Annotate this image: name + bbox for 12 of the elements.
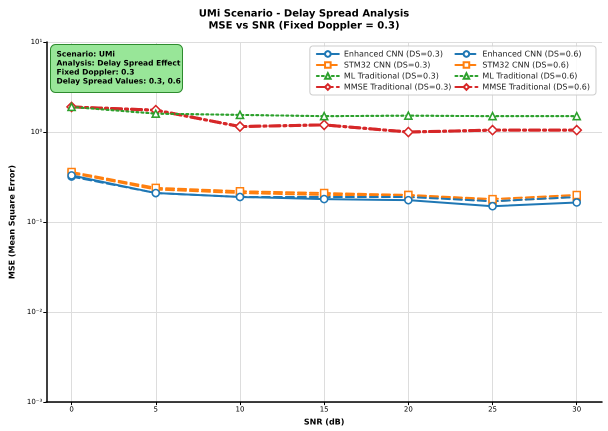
legend-label: ML Traditional (DS=0.3)	[344, 72, 439, 80]
legend-label: Enhanced CNN (DS=0.3)	[344, 50, 443, 58]
legend-label: STM32 CNN (DS=0.6)	[482, 60, 570, 70]
legend-label: STM32 CNN (DS=0.3)	[344, 60, 430, 70]
legend-label: MMSE Traditional (DS=0.3)	[344, 82, 452, 92]
legend-label: MMSE Traditional (DS=0.6)	[482, 82, 590, 92]
y-axis-title: MSE (Mean Square Error)	[8, 165, 16, 280]
chart-subtitle: MSE vs SNR (Fixed Doppler = 0.3)	[208, 20, 400, 32]
legend-label: ML Traditional (DS=0.6)	[482, 72, 578, 80]
legend-label: Enhanced CNN (DS=0.6)	[482, 50, 582, 58]
x-axis-title: SNR (dB)	[304, 418, 344, 426]
chart-title: UMi Scenario - Delay Spread Analysis	[198, 8, 410, 20]
